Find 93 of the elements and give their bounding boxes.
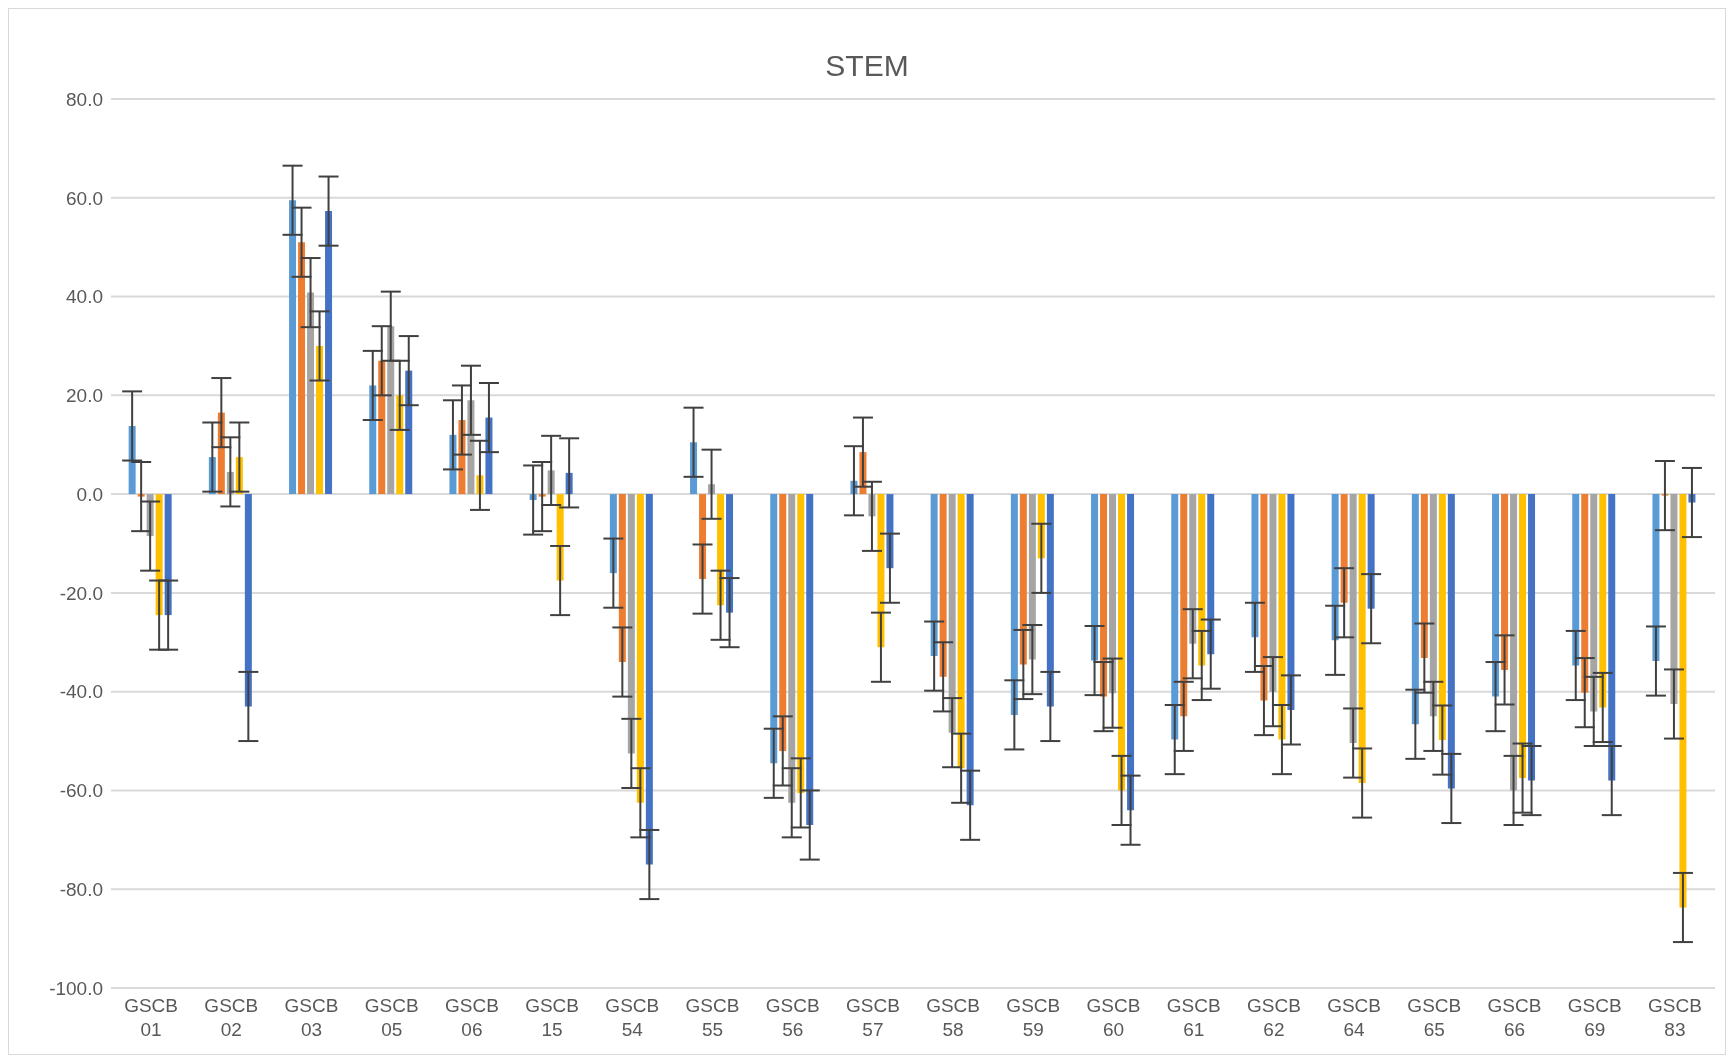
x-tick-label: GSCB 69	[1567, 995, 1622, 1040]
x-tick-label: GSCB 55	[685, 995, 740, 1040]
bar	[797, 494, 805, 793]
x-tick-label: GSCB 06	[444, 995, 499, 1040]
bar	[1599, 494, 1607, 708]
bar	[1251, 494, 1259, 638]
bar	[1091, 494, 1099, 661]
y-tick-label: 0.0	[76, 483, 103, 505]
bar	[770, 494, 778, 764]
y-tick-label: -80.0	[59, 878, 103, 900]
x-tick-label: GSCB 66	[1487, 995, 1542, 1040]
bar	[298, 242, 306, 495]
bar	[1171, 494, 1179, 740]
y-tick-label: -40.0	[59, 681, 103, 703]
x-tick-label: GSCB 56	[765, 995, 820, 1040]
bar	[1331, 494, 1339, 641]
bar	[1492, 494, 1500, 697]
bar	[1010, 494, 1018, 715]
bar	[1581, 494, 1589, 693]
y-tick-label: -60.0	[59, 780, 103, 802]
x-tick-label: GSCB 83	[1647, 995, 1702, 1040]
bar	[1652, 494, 1660, 662]
bar	[806, 494, 814, 826]
bar	[1046, 494, 1054, 707]
bar	[1260, 494, 1268, 701]
bar	[1100, 494, 1108, 697]
y-tick-label: 20.0	[66, 385, 103, 407]
bar	[1367, 494, 1375, 609]
bar	[1572, 494, 1580, 666]
bar	[325, 211, 333, 495]
bar	[1420, 494, 1428, 659]
bar	[877, 494, 885, 648]
x-tick-label: GSCB 57	[845, 995, 900, 1040]
x-tick-label: GSCB 01	[124, 995, 179, 1040]
bar	[1358, 494, 1366, 784]
bar	[618, 494, 626, 663]
bar	[289, 200, 297, 495]
bar	[627, 494, 635, 754]
x-tick-label: GSCB 59	[1006, 995, 1061, 1040]
bar	[1109, 494, 1117, 694]
bar	[1019, 494, 1027, 665]
bar	[1438, 494, 1446, 741]
bar	[1510, 494, 1518, 791]
x-tick-label: GSCB 64	[1327, 995, 1382, 1040]
bar	[636, 494, 644, 803]
bar	[1590, 494, 1598, 712]
bar	[1429, 494, 1437, 717]
y-tick-label: 40.0	[66, 286, 103, 308]
bar	[930, 494, 938, 657]
bar	[645, 494, 653, 865]
bar	[939, 494, 947, 677]
bar	[1528, 494, 1536, 781]
y-tick-label: 60.0	[66, 187, 103, 209]
x-tick-label: GSCB 65	[1407, 995, 1462, 1040]
x-tick-label: GSCB 02	[204, 995, 259, 1040]
x-tick-label: GSCB 03	[284, 995, 339, 1040]
bar	[1198, 494, 1206, 666]
bar	[788, 494, 796, 803]
chart-title: STEM	[824, 49, 910, 83]
bar	[1287, 494, 1295, 710]
y-tick-label: -20.0	[59, 582, 103, 604]
y-tick-label: -100.0	[49, 977, 103, 999]
bar	[1207, 494, 1215, 655]
x-tick-label: GSCB 54	[605, 995, 660, 1040]
bar	[1501, 494, 1509, 670]
bar	[1278, 494, 1286, 740]
bar	[1118, 494, 1126, 791]
bar	[948, 494, 956, 733]
bar	[779, 494, 787, 751]
bar	[307, 292, 315, 495]
x-tick-label: GSCB 58	[926, 995, 981, 1040]
bar	[966, 494, 974, 806]
x-tick-label: GSCB 15	[525, 995, 580, 1040]
bar	[1180, 494, 1188, 717]
bar	[1447, 494, 1455, 789]
bar	[957, 494, 965, 769]
x-tick-label: GSCB 60	[1086, 995, 1141, 1040]
y-tick-label: 80.0	[66, 88, 103, 110]
bar	[244, 494, 252, 707]
bar	[1269, 494, 1277, 692]
bar	[316, 345, 324, 495]
bar	[1608, 494, 1616, 781]
x-tick-label: GSCB 61	[1166, 995, 1221, 1040]
bar	[1349, 494, 1357, 744]
bar	[1679, 494, 1687, 908]
x-tick-label: GSCB 62	[1246, 995, 1301, 1040]
bar	[1127, 494, 1135, 811]
bar	[1519, 494, 1527, 779]
bar	[1670, 494, 1678, 705]
x-tick-label: GSCB 05	[364, 995, 419, 1040]
bar	[1189, 494, 1197, 644]
bar	[1411, 494, 1419, 725]
bar	[1028, 494, 1036, 660]
